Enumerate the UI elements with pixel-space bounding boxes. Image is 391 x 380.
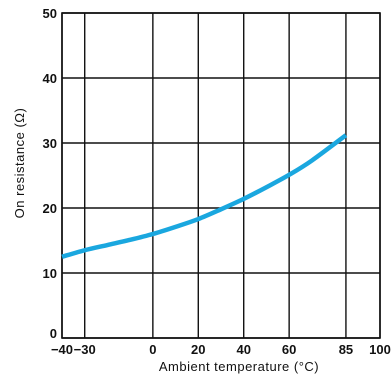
y-tick-label: 10 <box>43 266 57 281</box>
series-line-0 <box>61 133 348 259</box>
y-tick-label: 0 <box>50 326 57 341</box>
x-tick-label: 100 <box>369 342 391 357</box>
y-tick-label: 20 <box>43 201 57 216</box>
x-tick-label: 0 <box>149 342 156 357</box>
y-tick-label: 30 <box>43 136 57 151</box>
plot-frame <box>61 12 381 339</box>
series <box>61 133 348 259</box>
x-tick-label: 40 <box>236 342 250 357</box>
x-tick-label: 60 <box>282 342 296 357</box>
tick-labels: −40 −30 0 20 40 60 85 100 0 10 20 30 40 50 <box>43 6 391 357</box>
x-tick-label: 85 <box>339 342 353 357</box>
y-tick-label: 40 <box>43 71 57 86</box>
y-axis-label: On resistance (Ω) <box>12 108 27 219</box>
x-axis-label: Ambient temperature (°C) <box>159 359 319 374</box>
x-tick-label: −30 <box>74 342 96 357</box>
y-tick-label: 50 <box>43 6 57 21</box>
grid <box>61 12 381 339</box>
x-tick-label: 20 <box>191 342 205 357</box>
x-tick-label: −40 <box>51 342 73 357</box>
